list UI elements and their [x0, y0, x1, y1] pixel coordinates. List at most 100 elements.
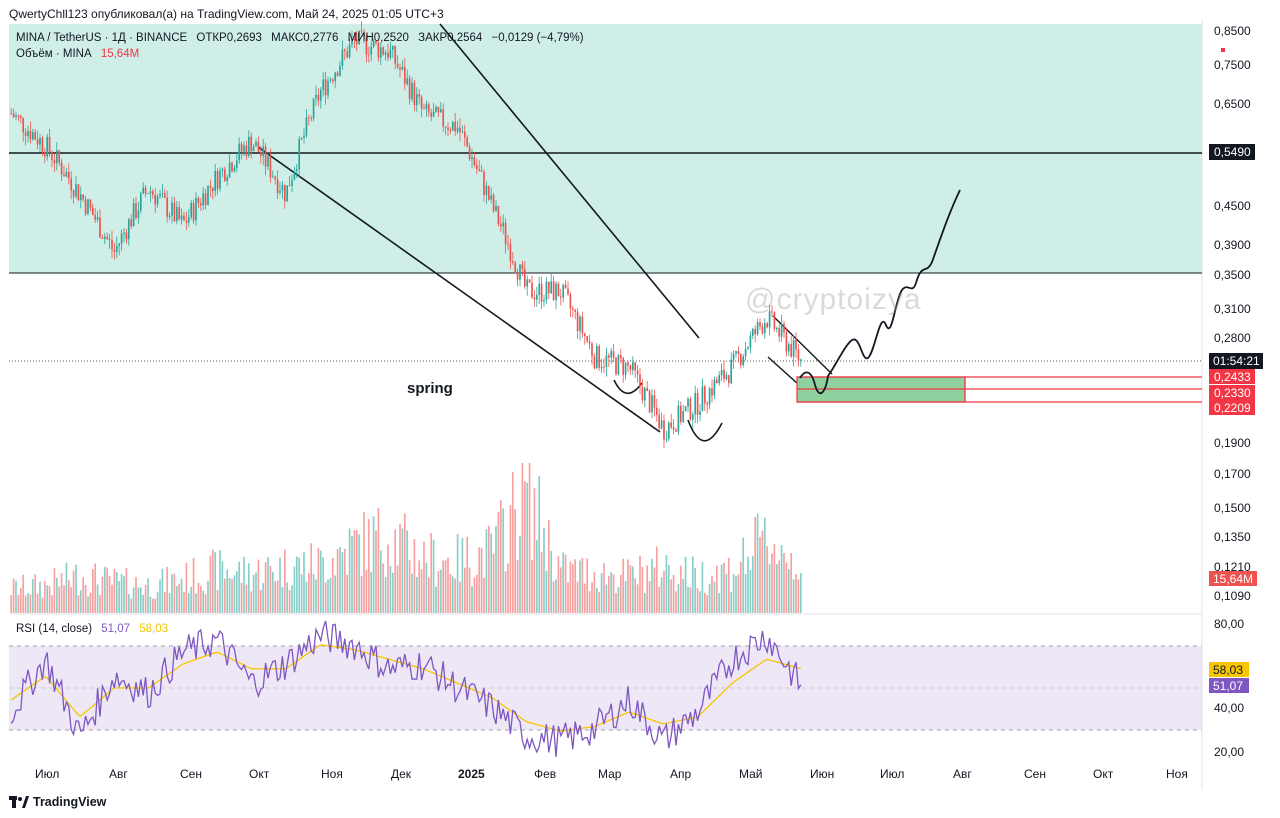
candle-body: [365, 36, 368, 55]
tradingview-logo[interactable]: TradingView: [9, 795, 106, 809]
volume-bar: [358, 534, 361, 613]
candle-body: [454, 121, 457, 132]
volume-bar: [576, 581, 579, 613]
volume-bar: [691, 556, 694, 613]
candle-body: [31, 132, 34, 140]
volume-bar: [771, 553, 773, 613]
candle-body: [235, 160, 238, 169]
volume-bar: [720, 564, 723, 613]
volume-bar: [559, 567, 562, 613]
rsi-axis: 80,00 40,00 20,00: [1214, 617, 1244, 759]
candle-body: [171, 202, 173, 216]
candle-body: [711, 388, 713, 396]
candle-body: [415, 94, 418, 106]
candle-body: [375, 40, 377, 44]
candle-body: [247, 136, 250, 156]
volume-bar: [701, 562, 704, 613]
candle-body: [627, 362, 629, 366]
time-label: Авг: [953, 767, 972, 781]
volume-bar: [761, 530, 764, 613]
candle-body: [547, 281, 550, 294]
volume-bar: [713, 581, 716, 613]
volume-bar: [274, 581, 277, 613]
candle-body: [341, 49, 344, 66]
volume-bar: [408, 560, 411, 613]
volume-bar: [511, 471, 514, 613]
candle-body: [471, 157, 473, 160]
volume-bar: [281, 587, 284, 613]
volume-bar: [439, 569, 442, 613]
tag-rsi-text: 51,07: [1213, 679, 1243, 693]
candle-body: [516, 271, 519, 280]
candle-body: [749, 335, 752, 348]
volume-bar: [233, 575, 236, 613]
candle-body: [795, 339, 797, 350]
candle-body: [751, 328, 754, 336]
candle-body: [209, 186, 212, 188]
candle-body: [607, 355, 610, 358]
tick-label: 0,3500: [1214, 268, 1251, 282]
volume-bar: [744, 574, 747, 613]
volume-bar: [401, 528, 404, 613]
volume-bar: [583, 583, 586, 613]
rsi-value: 51,07: [101, 623, 131, 635]
candle-body: [718, 375, 721, 384]
volume-bar: [749, 569, 752, 613]
volume-bar: [192, 557, 195, 613]
candle-body: [766, 323, 769, 328]
candle-body: [53, 160, 56, 164]
volume-bar: [759, 537, 761, 613]
candle-body: [499, 224, 502, 227]
volume-bar: [15, 580, 17, 613]
candle-body: [204, 193, 207, 205]
candle-body: [161, 193, 164, 195]
candle-body: [475, 165, 478, 170]
candle-body: [94, 215, 97, 220]
projection-path: [799, 189, 961, 395]
volume-bar: [384, 577, 387, 613]
volume-bar: [399, 524, 401, 613]
candle-body: [360, 30, 363, 32]
candle-body: [636, 370, 639, 375]
candle-body: [307, 117, 310, 119]
volume-bar: [147, 578, 149, 613]
volume-bar: [646, 565, 649, 613]
volume-bar: [430, 533, 433, 613]
time-label: Дек: [391, 767, 412, 781]
candle-body: [125, 232, 128, 240]
volume-bar: [19, 588, 22, 613]
volume-bar: [125, 568, 128, 613]
candle-body: [135, 203, 137, 218]
volume-bar: [454, 578, 457, 613]
candle-body: [77, 184, 80, 201]
volume-bar: [603, 563, 605, 613]
candle-body: [118, 243, 121, 246]
candle-body: [771, 311, 773, 313]
legend-close: ЗАКР0,2564: [418, 32, 483, 44]
candle-body: [363, 31, 365, 37]
volume-bar: [372, 516, 375, 613]
volume-bar: [22, 574, 25, 613]
symbol-legend: MINA / TetherUS · 1Д · BINANCE ОТКР0,269…: [16, 32, 590, 44]
candle-body: [243, 145, 245, 152]
volume-bar: [276, 580, 279, 613]
candle-body: [144, 187, 147, 194]
volume-bar: [60, 573, 63, 613]
candle-body: [348, 44, 351, 58]
volume-bar: [339, 546, 341, 613]
candle-body: [120, 233, 123, 244]
volume-bar: [598, 591, 601, 613]
volume-bar: [747, 556, 749, 613]
volume-bar: [370, 571, 373, 613]
volume-bar: [523, 481, 526, 613]
volume-bar: [245, 584, 248, 613]
candle-body: [252, 146, 255, 152]
candle-body: [497, 205, 500, 225]
volume-bar: [106, 567, 109, 613]
volume-bar: [636, 584, 639, 613]
candle-body: [797, 349, 800, 361]
volume-bar: [780, 545, 783, 613]
volume-bar: [375, 530, 377, 613]
tag-rsi-ma-text: 58,03: [1213, 663, 1243, 677]
